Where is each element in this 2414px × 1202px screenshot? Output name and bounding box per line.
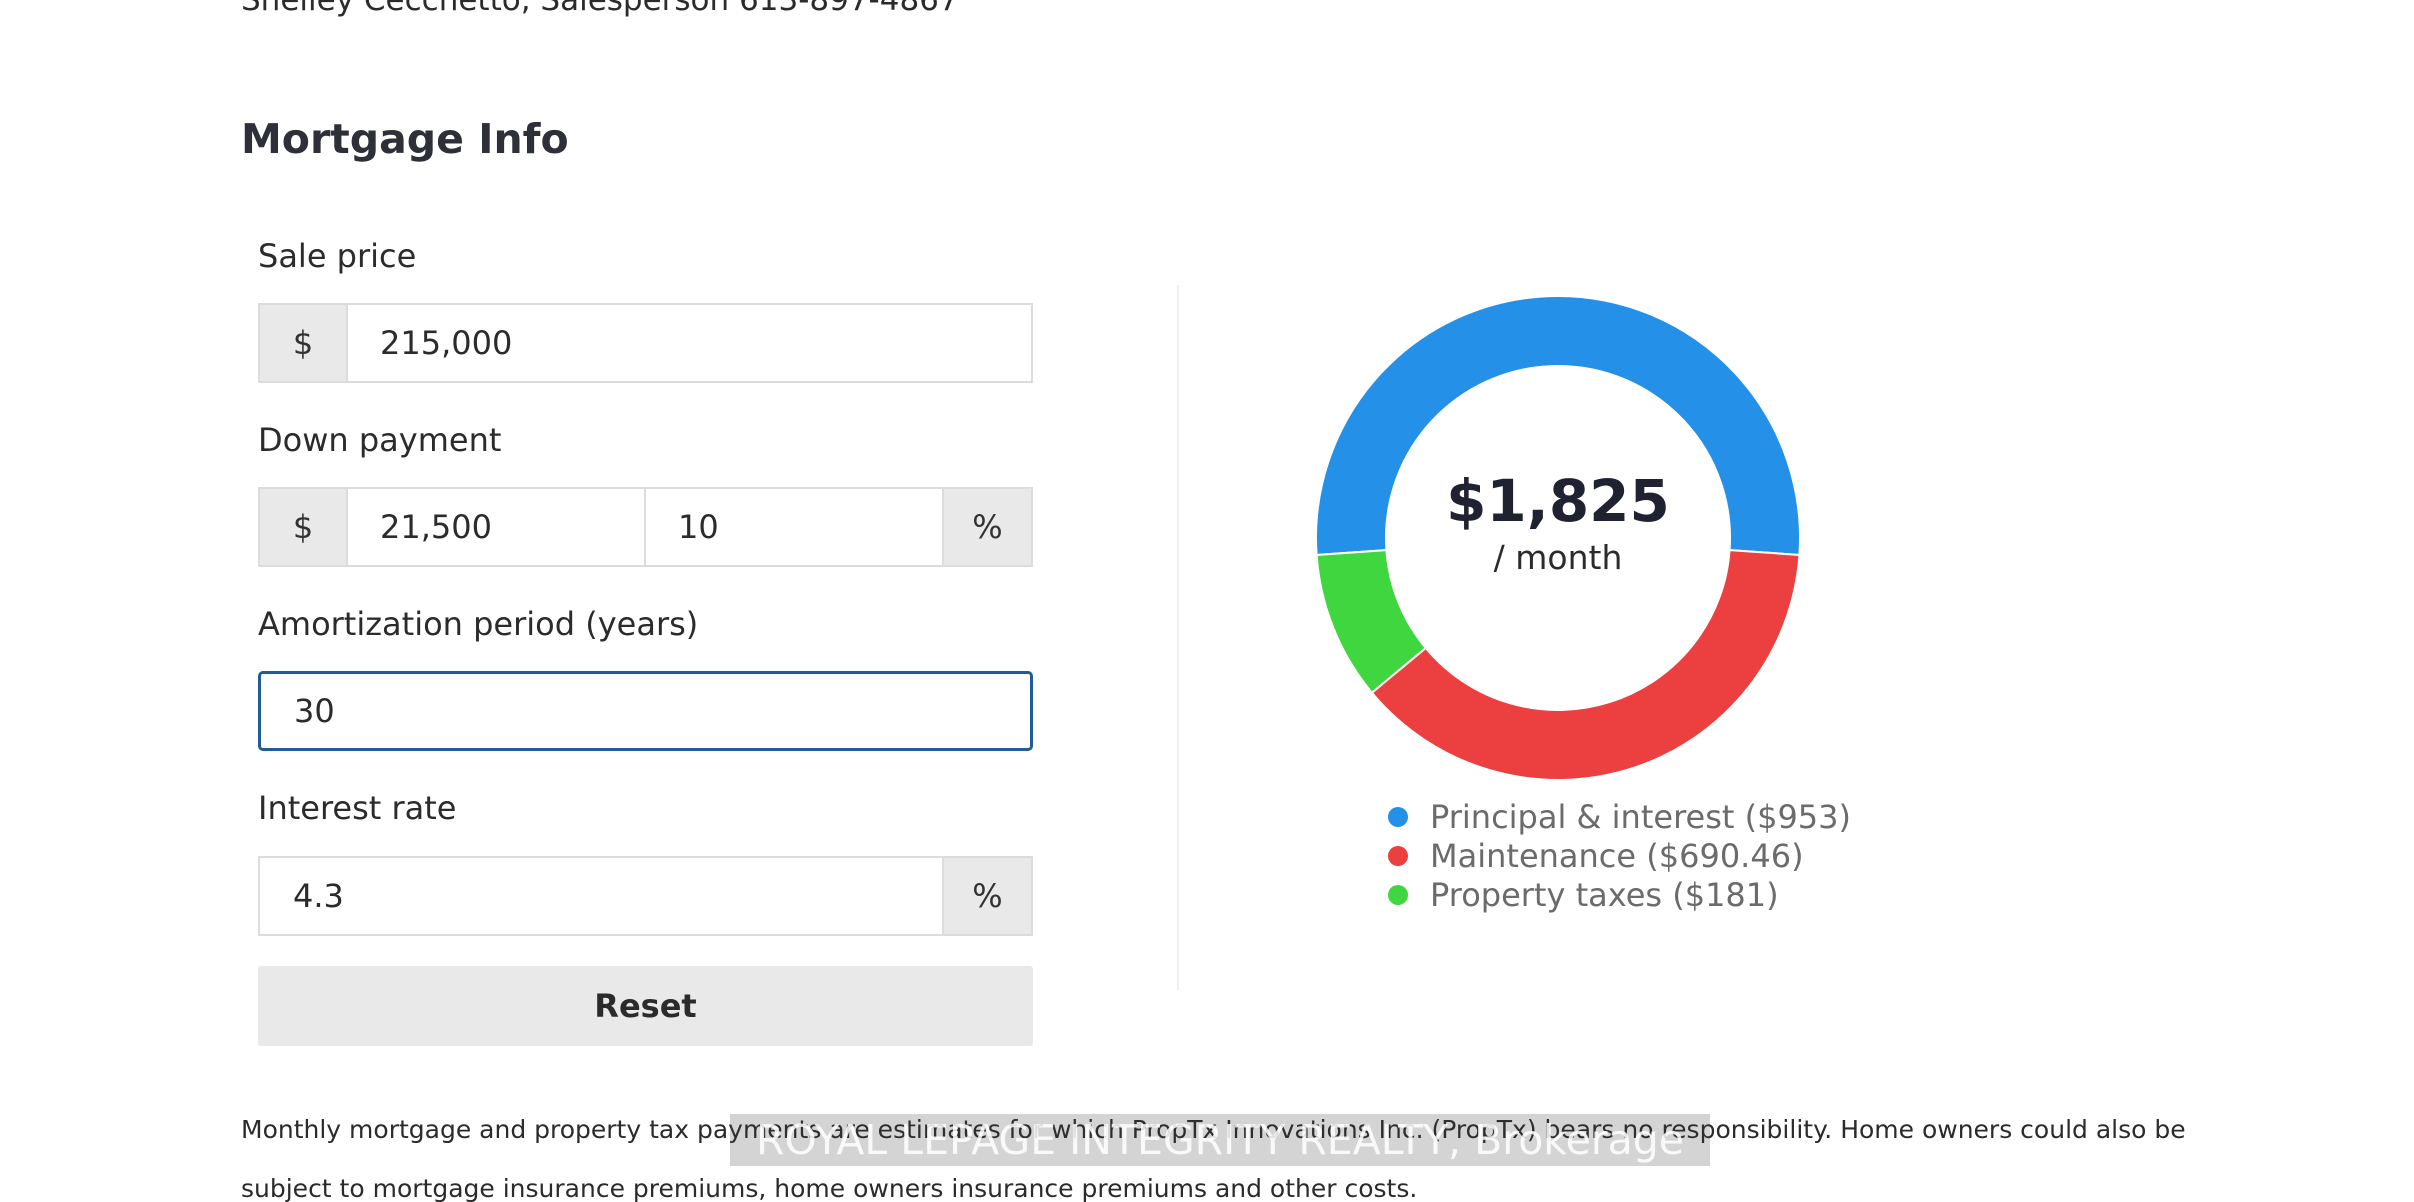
amortization-label: Amortization period (years) [258,605,699,643]
interest-rate-label: Interest rate [258,789,457,827]
amortization-input[interactable] [258,671,1033,751]
legend-label: Maintenance ($690.46) [1430,836,1804,875]
interest-rate-group: % [258,856,1033,936]
down-payment-label: Down payment [258,421,502,459]
legend-item: Principal & interest ($953) [1388,797,1851,836]
sale-price-input[interactable] [346,303,1033,383]
section-title: Mortgage Info [241,115,569,163]
sale-price-group: $ [258,303,1033,383]
currency-addon: $ [258,303,346,383]
payment-breakdown-donut-chart [1315,295,1801,781]
donut-slice-2[interactable] [1315,548,1428,695]
monthly-payment-unit: / month [1493,538,1623,577]
percent-addon: % [944,856,1033,936]
percent-addon: % [944,487,1033,567]
down-payment-group: $ % [258,487,1033,567]
monthly-payment-amount: $1,825 [1446,467,1670,535]
amortization-group [258,671,1033,751]
legend-item: Maintenance ($690.46) [1388,836,1851,875]
column-divider [1177,285,1179,990]
donut-slice-0[interactable] [1315,295,1801,557]
chart-legend: Principal & interest ($953) Maintenance (… [1388,797,1851,914]
donut-slice-1[interactable] [1370,548,1801,781]
legend-item: Property taxes ($181) [1388,875,1851,914]
legend-dot-icon [1388,845,1408,866]
legend-dot-icon [1388,806,1408,827]
reset-button[interactable]: Reset [258,966,1033,1046]
down-payment-amount-input[interactable] [346,487,646,567]
sale-price-label: Sale price [258,237,417,275]
legend-dot-icon [1388,884,1408,905]
interest-rate-input[interactable] [258,856,944,936]
legend-label: Property taxes ($181) [1430,875,1779,914]
agent-contact-line: Shelley Cecchetto, Salesperson 613-897-4… [241,0,959,18]
down-payment-percent-input[interactable] [646,487,944,567]
brokerage-watermark: ROYAL LEPAGE INTEGRITY REALTY, Brokerage [730,1114,1710,1166]
currency-addon: $ [258,487,346,567]
legend-label: Principal & interest ($953) [1430,797,1851,836]
disclaimer-text: Monthly mortgage and property tax paymen… [241,1115,2186,1202]
